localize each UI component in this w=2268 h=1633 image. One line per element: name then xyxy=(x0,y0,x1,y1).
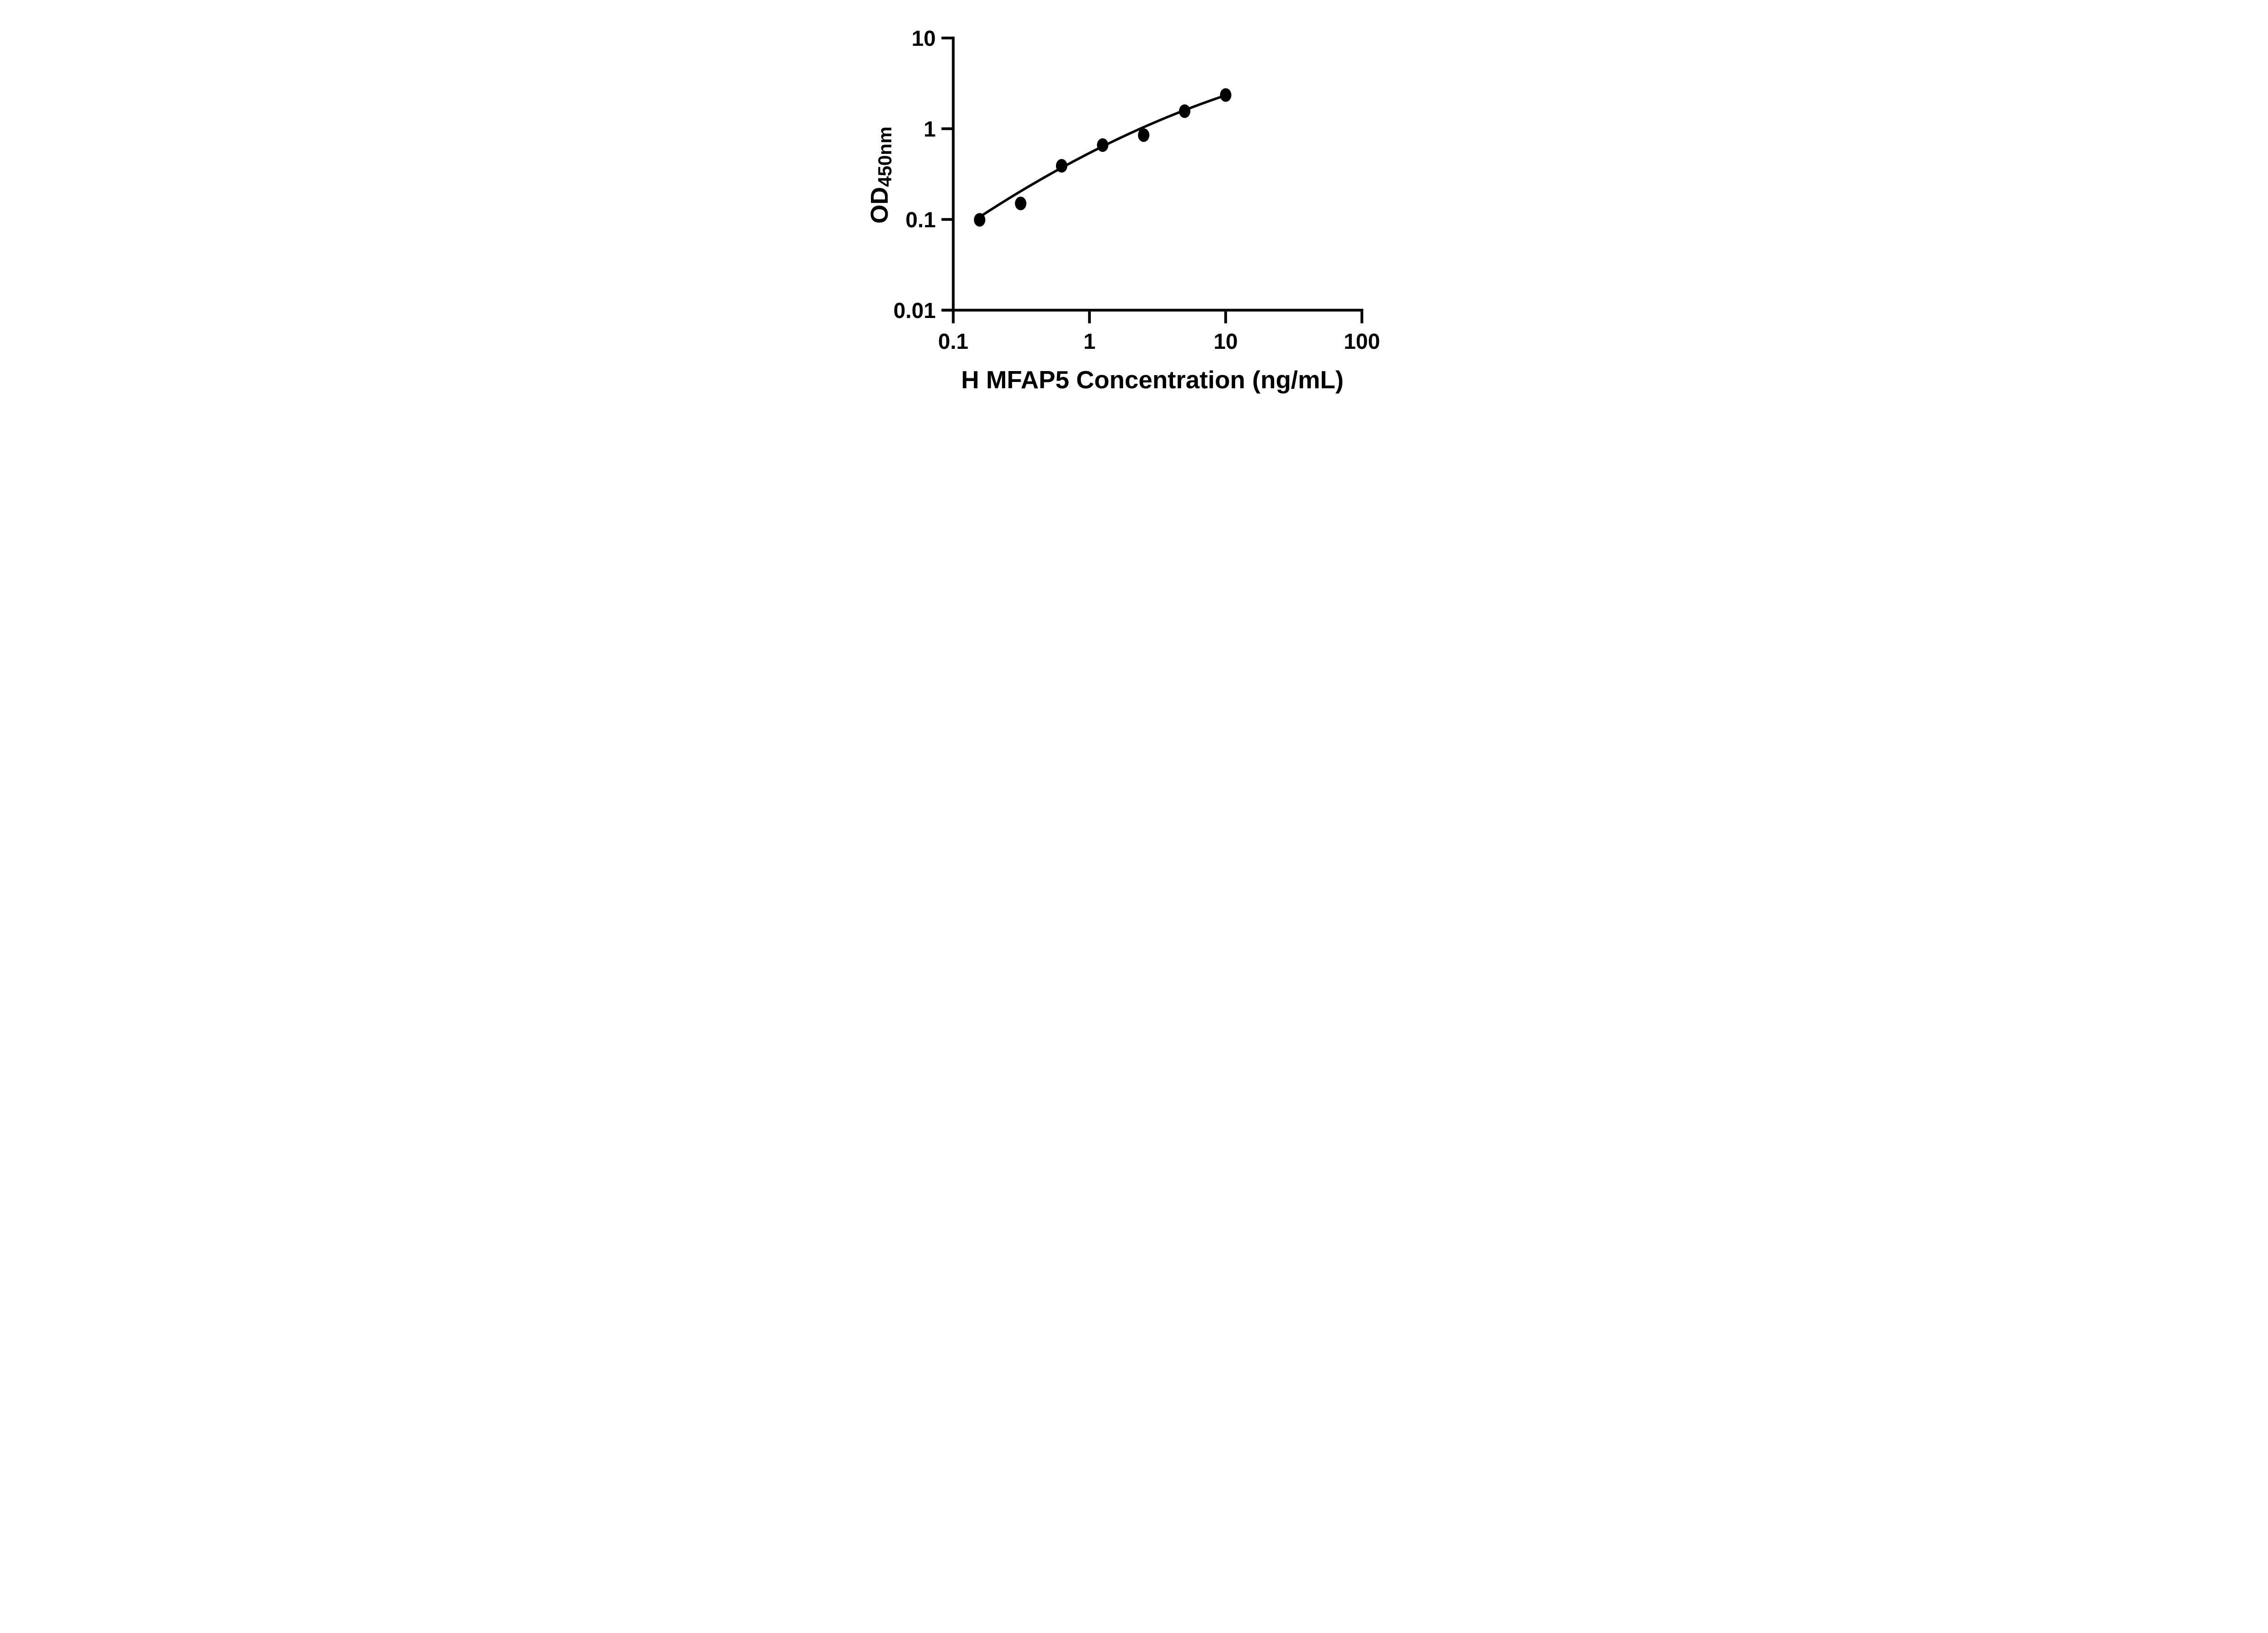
y-axis-title-main: OD xyxy=(866,187,893,224)
x-axis-line xyxy=(941,308,1364,312)
data-points xyxy=(974,88,1232,227)
y-tick-label-10: 10 xyxy=(912,27,936,51)
y-tick-label-0.01: 0.01 xyxy=(894,299,936,323)
y-tick-label-1: 1 xyxy=(924,117,936,142)
data-point-4 xyxy=(1097,138,1109,152)
x-tick-10 xyxy=(1224,311,1227,323)
y-axis-title-sub: 450nm xyxy=(874,127,895,187)
y-tick-label-0.1: 0.1 xyxy=(905,208,936,232)
x-tick-label-10: 10 xyxy=(1213,330,1237,354)
data-point-5 xyxy=(1138,128,1149,142)
y-tick-0.1 xyxy=(941,218,953,221)
plot-background xyxy=(844,0,1424,408)
x-tick-1 xyxy=(1088,311,1091,323)
y-tick-1 xyxy=(941,127,953,130)
y-tick-10 xyxy=(941,36,953,39)
y-axis-line xyxy=(952,36,955,312)
data-point-1 xyxy=(974,213,986,227)
x-tick-0.1 xyxy=(952,311,955,323)
x-tick-label-1: 1 xyxy=(1083,330,1095,354)
data-point-2 xyxy=(1015,196,1026,210)
x-tick-label-0.1: 0.1 xyxy=(938,330,968,354)
y-axis-title: OD450nm xyxy=(866,127,895,224)
data-point-3 xyxy=(1056,159,1068,173)
data-point-7 xyxy=(1220,88,1232,102)
figure: 10 1 0.1 0.01 0.1 1 10 100 H MFAP5 Concentrati… xyxy=(844,0,1424,408)
x-tick-100 xyxy=(1360,311,1364,323)
data-point-6 xyxy=(1179,104,1191,118)
x-axis-tick-labels: 0.1 1 10 100 xyxy=(938,330,1380,354)
x-axis-title: H MFAP5 Concentration (ng/mL) xyxy=(961,366,1344,394)
y-axis-tick-labels: 10 1 0.1 0.01 xyxy=(894,27,936,323)
x-axis-ticks xyxy=(952,311,1364,323)
x-tick-label-100: 100 xyxy=(1344,330,1380,354)
